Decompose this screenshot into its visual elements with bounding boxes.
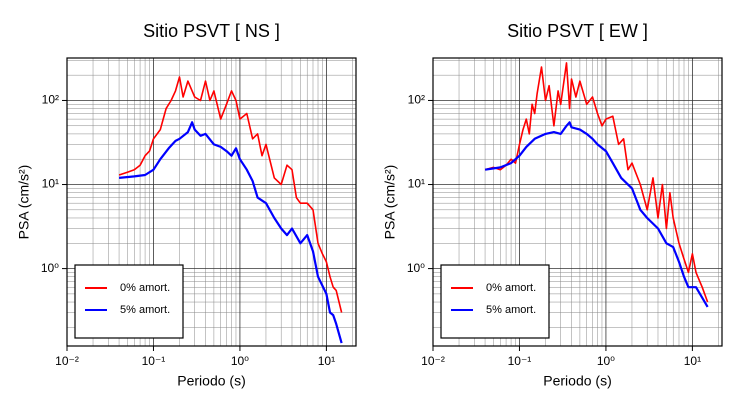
y-tick-label: 10⁰ [41, 261, 59, 275]
y-tick-label: 10² [408, 93, 425, 107]
x-tick-label: 10⁻² [55, 354, 79, 368]
legend-label: 0% amort. [486, 282, 536, 294]
legend-box [74, 264, 184, 339]
chart-title: Sitio PSVT [ NS ] [143, 21, 280, 41]
x-tick-label: 10¹ [684, 354, 701, 368]
x-tick-label: 10¹ [318, 354, 335, 368]
legend-label: 5% amort. [486, 304, 536, 316]
y-tick-label: 10⁰ [407, 261, 425, 275]
y-axis-label: PSA (cm/s²) [382, 165, 398, 240]
x-tick-label: 10⁻² [421, 354, 445, 368]
y-axis-label: PSA (cm/s²) [16, 165, 32, 240]
data-line [484, 121, 709, 308]
y-tick-label: 10¹ [408, 177, 425, 191]
legend-label: 5% amort. [120, 304, 170, 316]
x-tick-label: 10⁻¹ [508, 354, 532, 368]
x-axis-label: Periodo (s) [543, 373, 611, 389]
legend-box [440, 264, 550, 339]
x-tick-label: 10⁰ [597, 354, 615, 368]
data-line [484, 62, 709, 303]
y-tick-label: 10² [42, 93, 59, 107]
y-tick-label: 10¹ [42, 177, 59, 191]
data-line [118, 76, 343, 313]
x-tick-label: 10⁰ [231, 354, 249, 368]
x-axis-label: Periodo (s) [177, 373, 245, 389]
chart-title: Sitio PSVT [ EW ] [507, 21, 648, 41]
data-line [118, 121, 343, 344]
legend-label: 0% amort. [120, 282, 170, 294]
plot-frame [432, 57, 723, 347]
x-tick-label: 10⁻¹ [142, 354, 166, 368]
plot-frame [66, 57, 357, 347]
